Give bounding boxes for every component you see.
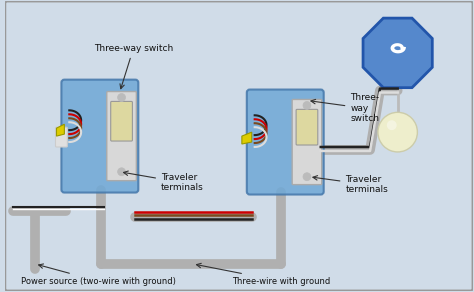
Text: Three-way switch: Three-way switch bbox=[94, 44, 173, 89]
Polygon shape bbox=[363, 18, 432, 88]
FancyBboxPatch shape bbox=[389, 114, 407, 126]
Text: Traveler
terminals: Traveler terminals bbox=[124, 171, 204, 192]
Wedge shape bbox=[378, 112, 418, 152]
Text: Three-wire with ground: Three-wire with ground bbox=[197, 263, 330, 286]
Polygon shape bbox=[242, 132, 252, 144]
FancyBboxPatch shape bbox=[55, 127, 67, 147]
FancyBboxPatch shape bbox=[107, 91, 137, 181]
Circle shape bbox=[118, 93, 126, 101]
Circle shape bbox=[387, 120, 397, 130]
Text: Three-
way
switch: Three- way switch bbox=[311, 93, 380, 123]
FancyBboxPatch shape bbox=[5, 1, 473, 291]
Circle shape bbox=[303, 173, 311, 181]
Circle shape bbox=[118, 168, 126, 176]
Text: Power source (two-wire with ground): Power source (two-wire with ground) bbox=[21, 264, 176, 286]
FancyBboxPatch shape bbox=[292, 100, 322, 185]
Text: Traveler
terminals: Traveler terminals bbox=[313, 175, 388, 194]
FancyBboxPatch shape bbox=[247, 90, 324, 194]
FancyBboxPatch shape bbox=[296, 109, 318, 145]
FancyBboxPatch shape bbox=[111, 101, 132, 141]
FancyBboxPatch shape bbox=[62, 80, 138, 192]
Polygon shape bbox=[56, 124, 64, 136]
Circle shape bbox=[303, 101, 311, 109]
